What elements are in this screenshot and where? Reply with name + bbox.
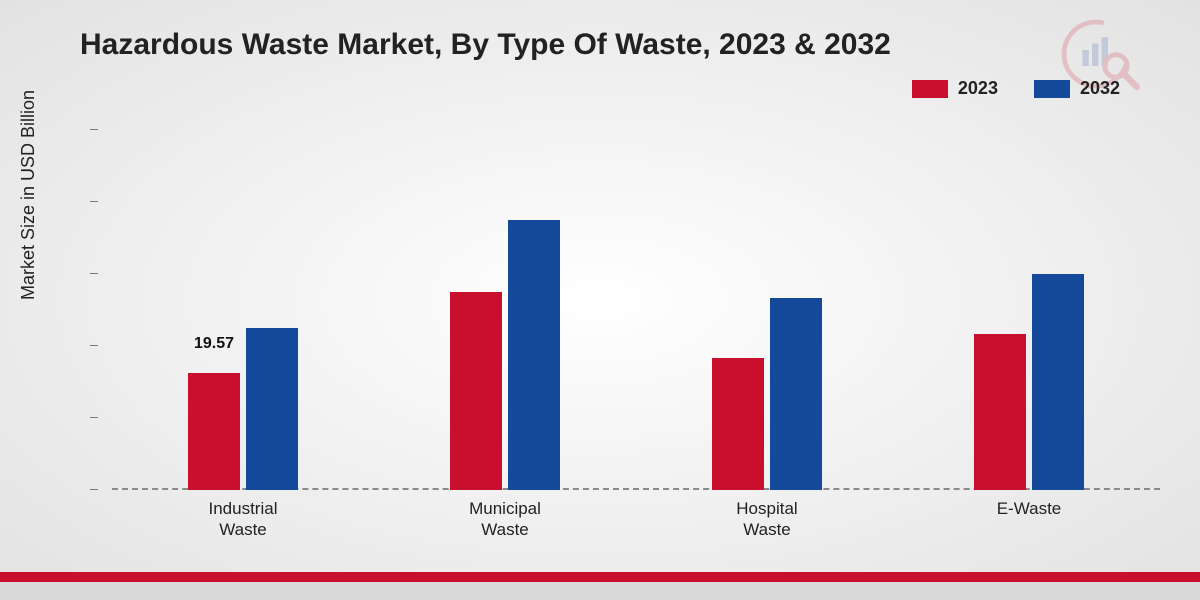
legend-item-0: 2023 bbox=[912, 78, 998, 99]
bar-group: 19.57 bbox=[112, 130, 374, 490]
x-label: Municipal Waste bbox=[374, 498, 636, 541]
legend: 2023 2032 bbox=[912, 78, 1120, 99]
y-tick bbox=[90, 345, 98, 346]
bar bbox=[188, 373, 240, 490]
watermark-bar-1 bbox=[1082, 50, 1088, 66]
bar-group bbox=[636, 130, 898, 490]
footer-red-stripe bbox=[0, 572, 1200, 582]
x-labels: Industrial WasteMunicipal WasteHospital … bbox=[112, 498, 1160, 541]
bar bbox=[974, 334, 1026, 490]
y-axis-label: Market Size in USD Billion bbox=[18, 90, 39, 300]
y-ticks bbox=[90, 130, 114, 490]
bar bbox=[246, 328, 298, 490]
bar bbox=[508, 220, 560, 490]
y-tick bbox=[90, 417, 98, 418]
chart-page: Hazardous Waste Market, By Type Of Waste… bbox=[0, 0, 1200, 600]
bar bbox=[1032, 274, 1084, 490]
x-label: E-Waste bbox=[898, 498, 1160, 541]
bar-group bbox=[898, 130, 1160, 490]
y-tick bbox=[90, 201, 98, 202]
legend-label-1: 2032 bbox=[1080, 78, 1120, 99]
bar-value-label: 19.57 bbox=[194, 335, 234, 353]
bar-groups: 19.57 bbox=[112, 130, 1160, 490]
legend-label-0: 2023 bbox=[958, 78, 998, 99]
x-label: Industrial Waste bbox=[112, 498, 374, 541]
x-label: Hospital Waste bbox=[636, 498, 898, 541]
y-tick bbox=[90, 489, 98, 490]
plot-area: 19.57 bbox=[90, 130, 1160, 490]
bar-group bbox=[374, 130, 636, 490]
watermark-bar-2 bbox=[1092, 44, 1098, 66]
y-tick bbox=[90, 273, 98, 274]
footer bbox=[0, 568, 1200, 600]
footer-grey-stripe bbox=[0, 582, 1200, 600]
chart-title: Hazardous Waste Market, By Type Of Waste… bbox=[80, 28, 891, 62]
bar bbox=[770, 298, 822, 490]
bar bbox=[450, 292, 502, 490]
y-tick bbox=[90, 129, 98, 130]
watermark-glass-handle bbox=[1124, 74, 1137, 87]
legend-swatch-1 bbox=[1034, 80, 1070, 98]
bar bbox=[712, 358, 764, 490]
legend-swatch-0 bbox=[912, 80, 948, 98]
legend-item-1: 2032 bbox=[1034, 78, 1120, 99]
